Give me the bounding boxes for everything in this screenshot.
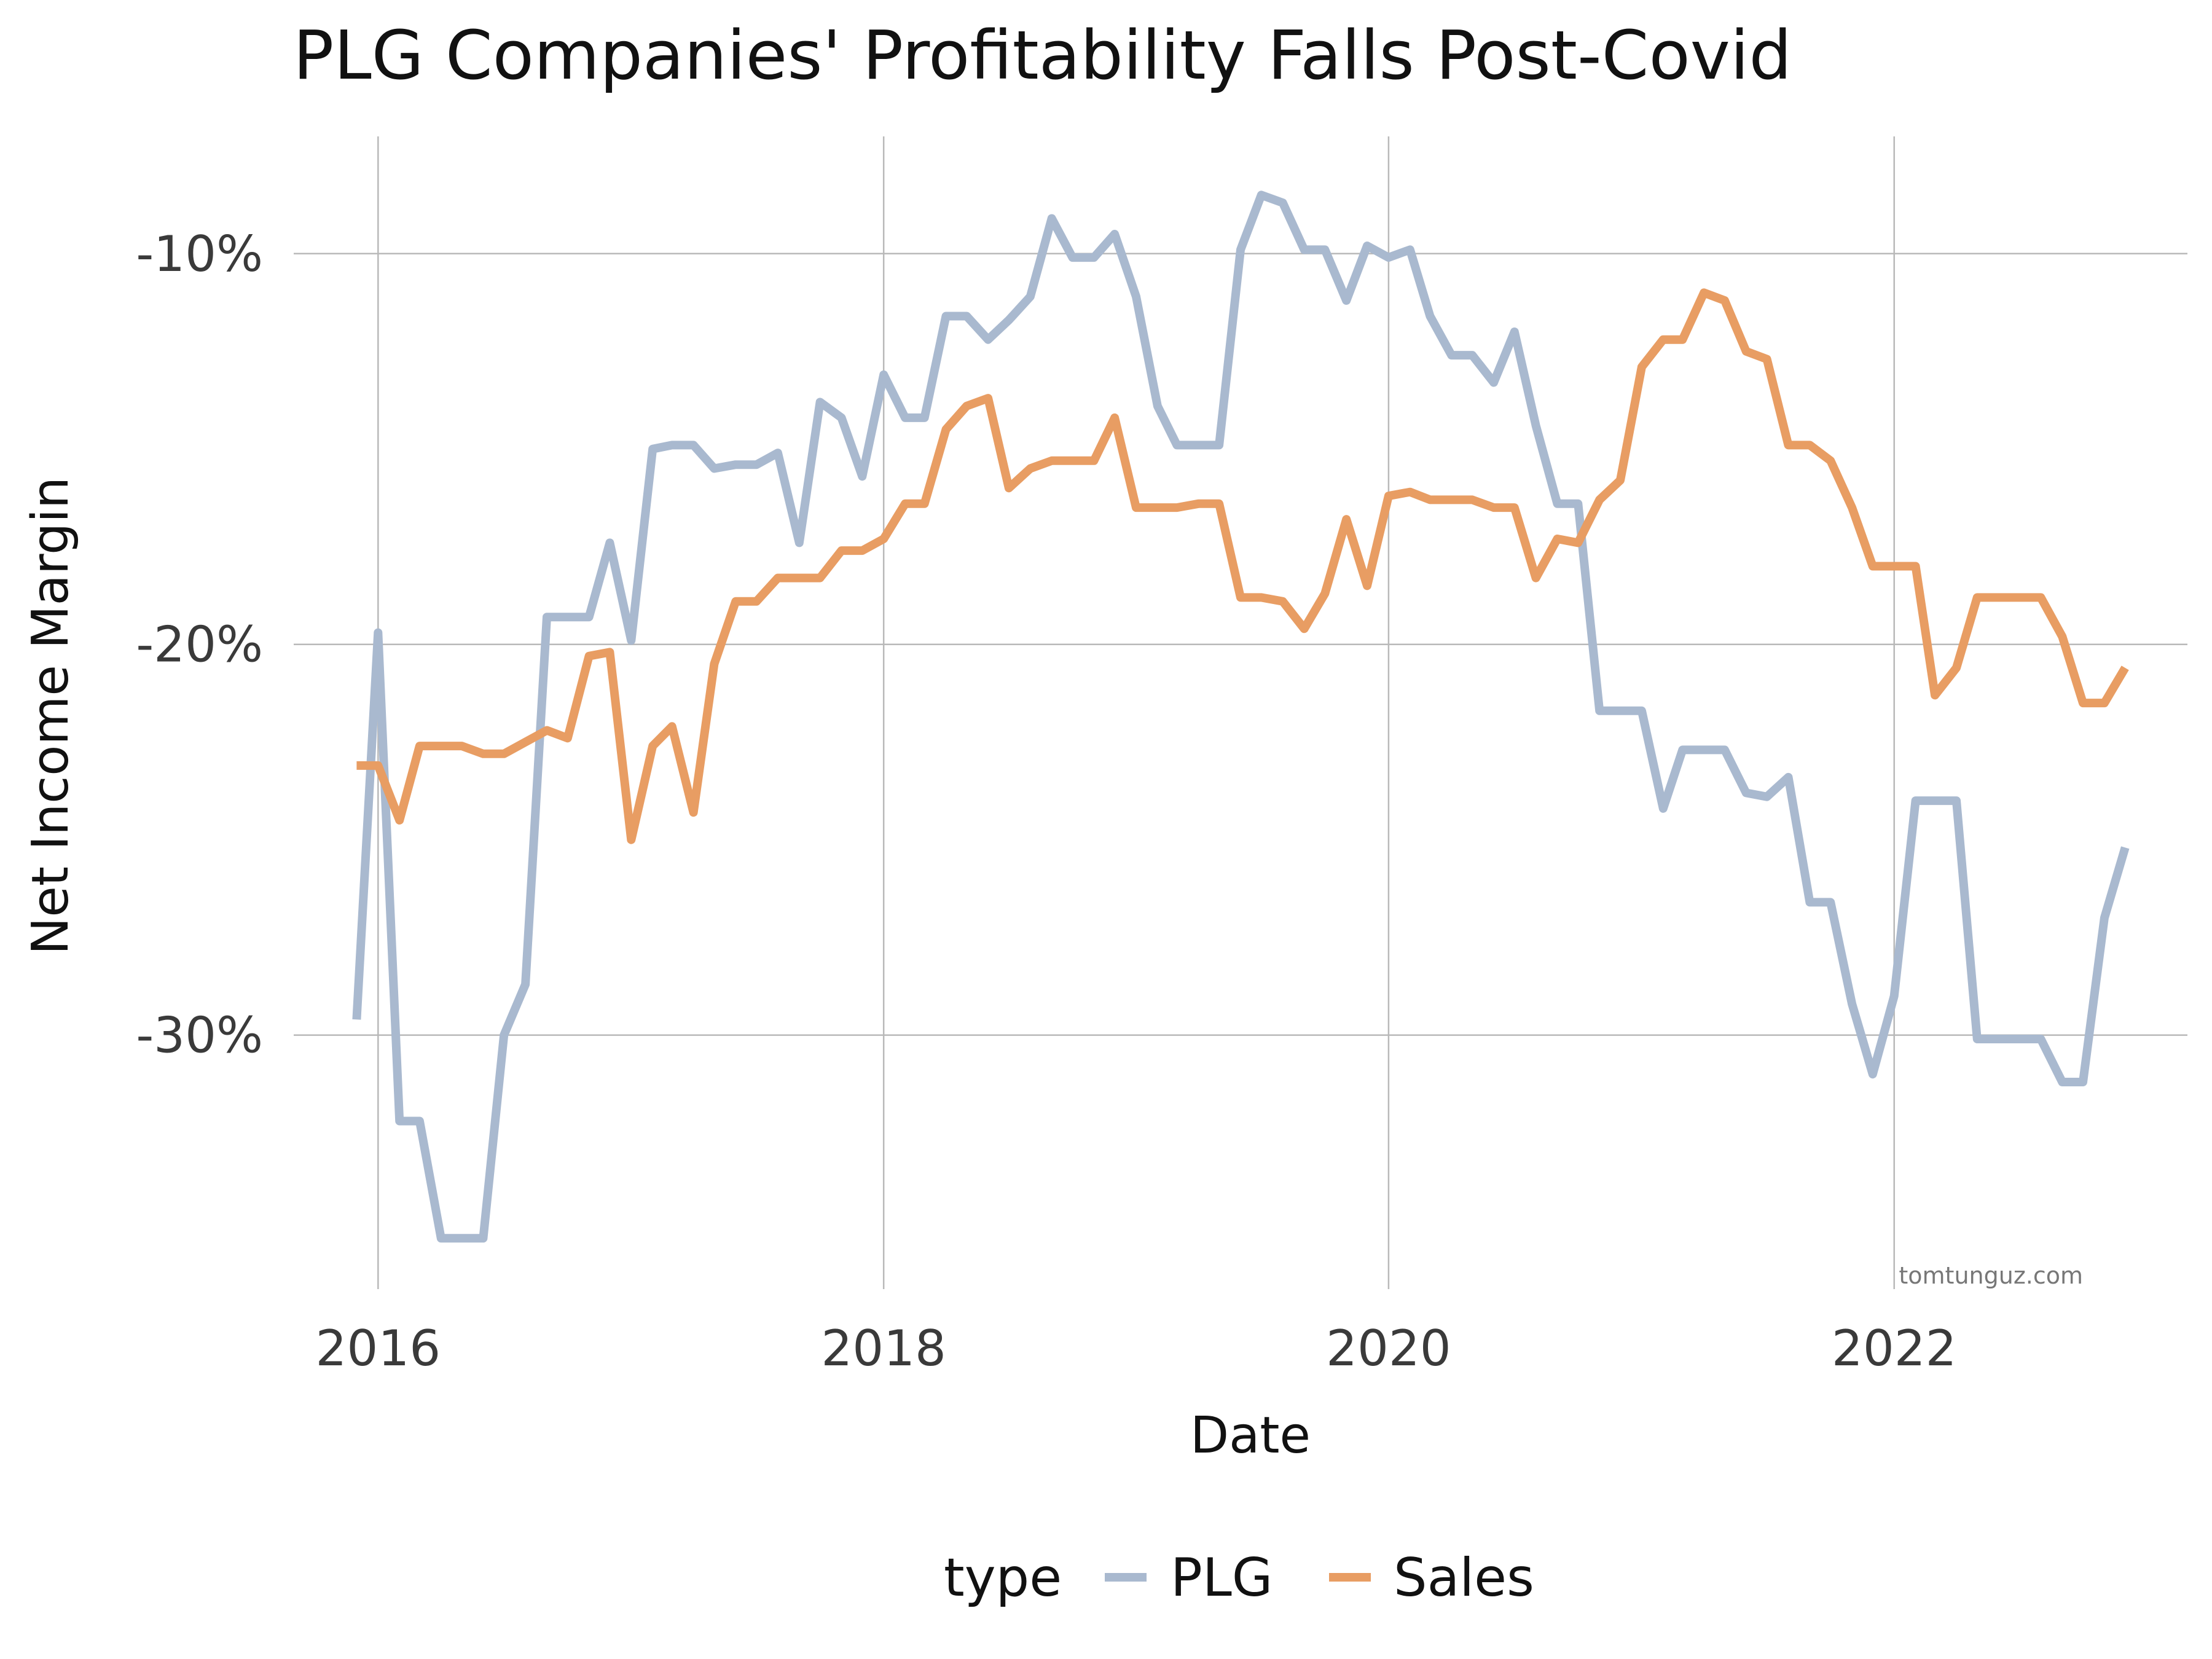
x-tick-label: 2016 xyxy=(316,1320,441,1377)
series-line-sales xyxy=(356,288,2129,844)
series-line-plg xyxy=(352,190,2130,1243)
y-tick-label: -10% xyxy=(136,226,263,283)
x-tick-label: 2018 xyxy=(821,1320,946,1377)
legend-title: type xyxy=(944,1547,1062,1609)
y-tick-label: -20% xyxy=(136,616,263,673)
y-tick-label: -30% xyxy=(136,1007,263,1064)
legend-label-plg: PLG xyxy=(1171,1547,1273,1609)
credit-text: tomtunguz.com xyxy=(1899,1262,2083,1289)
x-axis-title: Date xyxy=(1190,1406,1311,1465)
x-tick-label: 2020 xyxy=(1326,1320,1451,1377)
grid xyxy=(294,136,2187,1289)
chart-title: PLG Companies' Profitability Falls Post-… xyxy=(293,16,1792,95)
legend-label-sales: Sales xyxy=(1394,1547,1534,1609)
legend: type PLG Sales xyxy=(944,1547,1534,1609)
plot-area xyxy=(352,190,2130,1243)
y-axis: -10% -20% -30% xyxy=(136,226,263,1064)
x-tick-label: 2022 xyxy=(1832,1320,1957,1377)
x-axis: 2016 2018 2020 2022 xyxy=(316,1320,1957,1377)
y-axis-title: Net Income Margin xyxy=(22,477,80,955)
